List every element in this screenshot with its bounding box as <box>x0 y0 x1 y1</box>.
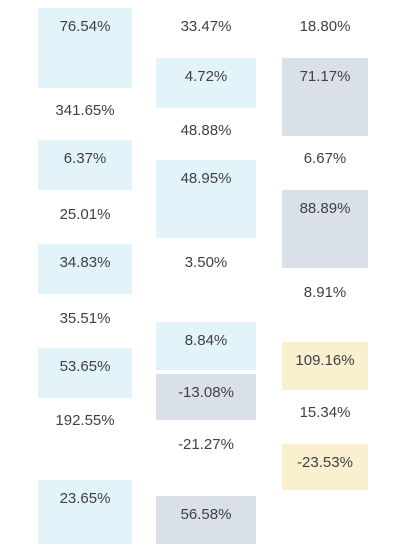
value-cell: 6.37% <box>38 140 132 190</box>
value-cell: 34.83% <box>38 244 132 294</box>
value-cell: 71.17% <box>282 58 368 136</box>
value-cell: -21.27% <box>178 436 234 453</box>
value-cell: 8.91% <box>303 284 347 301</box>
value-cell: 53.65% <box>38 348 132 398</box>
column-2: 33.47% 4.72% 48.88% 48.95% 3.50% 8.84% -… <box>156 0 256 560</box>
value-cell: -23.53% <box>282 444 368 490</box>
value-cell: 23.65% <box>38 480 132 544</box>
value-cell: 192.55% <box>55 412 115 429</box>
value-cell: 341.65% <box>55 102 115 119</box>
value-cell: 25.01% <box>59 206 111 223</box>
value-cell: 76.54% <box>38 8 132 88</box>
value-cell: 48.95% <box>156 160 256 238</box>
value-cell: 56.58% <box>156 496 256 544</box>
value-cell: 33.47% <box>180 18 232 35</box>
value-cell: 88.89% <box>282 190 368 268</box>
value-cell: 4.72% <box>156 58 256 108</box>
value-cell: 48.88% <box>180 122 232 139</box>
value-cell: 8.84% <box>156 322 256 370</box>
value-cell: 6.67% <box>303 150 347 167</box>
value-cell: -13.08% <box>156 374 256 420</box>
column-3: 18.80% 71.17% 6.67% 88.89% 8.91% 109.16%… <box>282 0 368 560</box>
value-cell: 18.80% <box>299 18 351 35</box>
value-cell: 35.51% <box>59 310 111 327</box>
value-cell: 109.16% <box>282 342 368 390</box>
column-1: 76.54% 341.65% 6.37% 25.01% 34.83% 35.51… <box>38 0 132 560</box>
value-cell: 15.34% <box>299 404 351 421</box>
value-cell: 3.50% <box>184 254 228 271</box>
